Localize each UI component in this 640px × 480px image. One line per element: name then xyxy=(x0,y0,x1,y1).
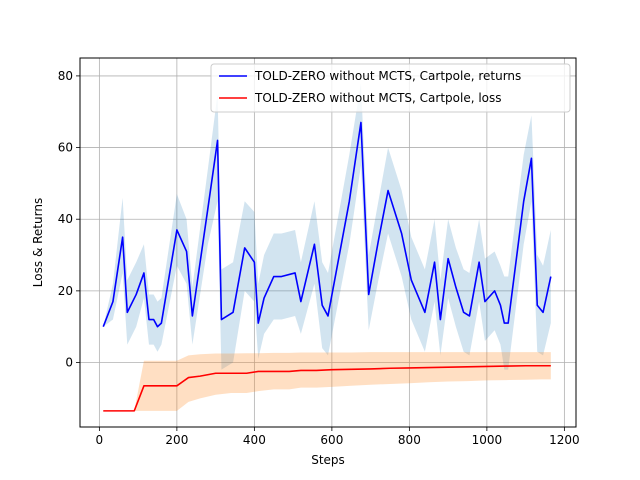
x-tick-label: 600 xyxy=(320,433,343,447)
x-axis-ticks: 0 200 400 600 800 1000 1200 xyxy=(96,427,580,447)
legend-label: TOLD-ZERO without MCTS, Cartpole, loss xyxy=(254,91,502,105)
y-tick-label: 80 xyxy=(58,69,73,83)
legend: TOLD-ZERO without MCTS, Cartpole, return… xyxy=(210,63,571,113)
x-tick-label: 1000 xyxy=(472,433,503,447)
plot-frame xyxy=(79,57,577,428)
series-0-line xyxy=(102,121,552,328)
x-axis-label: Steps xyxy=(311,453,345,467)
x-tick-label: 400 xyxy=(243,433,266,447)
x-tick-label: 1200 xyxy=(549,433,580,447)
series-1-line xyxy=(103,364,551,412)
y-axis-label: Loss & Returns xyxy=(31,198,45,287)
y-axis-ticks: 0 20 40 60 80 xyxy=(58,69,80,370)
x-tick-label: 200 xyxy=(165,433,188,447)
legend-label: TOLD-ZERO without MCTS, Cartpole, return… xyxy=(254,69,521,83)
y-tick-label: 20 xyxy=(58,284,73,298)
x-tick-label: 800 xyxy=(398,433,421,447)
y-tick-label: 60 xyxy=(58,141,73,155)
x-tick-label: 0 xyxy=(96,433,104,447)
y-tick-label: 0 xyxy=(65,356,73,370)
series-lines xyxy=(102,121,552,412)
legend-box xyxy=(210,63,571,113)
grid xyxy=(80,58,576,427)
y-tick-label: 40 xyxy=(58,212,73,226)
